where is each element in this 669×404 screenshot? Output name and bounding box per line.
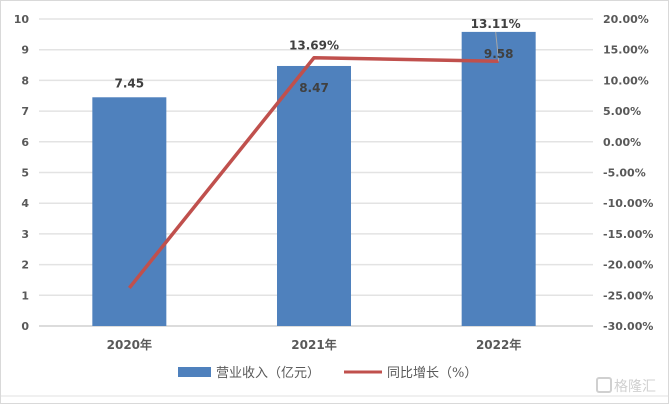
- legend-line-label: 同比增长（%）: [387, 366, 477, 381]
- left-tick-label: 9: [21, 44, 29, 57]
- watermark: 格隆汇: [596, 377, 656, 395]
- category-label: 2022年: [476, 337, 521, 352]
- right-tick-label: 5.00%: [603, 105, 641, 118]
- left-tick-label: 7: [21, 105, 29, 118]
- bar-2022年: [461, 31, 536, 326]
- right-tick-label: 0.00%: [603, 136, 641, 149]
- right-axis: -30.00% -25.00% -20.00% -15.00% -10.00% -5.00…: [603, 13, 653, 333]
- right-tick-label: -5.00%: [603, 167, 646, 180]
- bar-series-revenue: [92, 31, 536, 326]
- label-leader-line: [495, 31, 500, 62]
- growth-line: [127, 55, 499, 290]
- watermark-text: 格隆汇: [614, 379, 656, 395]
- bar-value-label: 9.58: [484, 47, 514, 61]
- right-tick-label: -10.00%: [603, 197, 653, 210]
- growth-value-label: 13.69%: [289, 39, 339, 53]
- legend-bar-label: 营业收入（亿元）: [216, 366, 320, 381]
- legend-bar-swatch: [178, 367, 211, 377]
- growth-value-label: 13.11%: [471, 17, 521, 31]
- left-tick-label: 3: [21, 228, 29, 241]
- legend: 营业收入（亿元） 同比增长（%）: [178, 366, 477, 381]
- right-tick-label: -15.00%: [603, 228, 653, 241]
- left-tick-label: 0: [21, 320, 29, 333]
- left-tick-label: 10: [14, 13, 30, 26]
- left-tick-label: 2: [21, 259, 29, 272]
- line-series-growth: [127, 31, 500, 290]
- left-axis: 0 1 2 3 4 5 6 7 8 9 10: [14, 13, 30, 333]
- left-tick-label: 4: [21, 197, 29, 210]
- left-tick-label: 5: [21, 167, 29, 180]
- right-tick-label: -30.00%: [603, 320, 653, 333]
- right-tick-label: 20.00%: [603, 13, 649, 26]
- bar-value-label: 8.47: [299, 81, 329, 95]
- bar-2020年: [92, 97, 167, 326]
- left-tick-label: 1: [21, 289, 29, 302]
- right-tick-label: 15.00%: [603, 44, 649, 57]
- right-tick-label: -25.00%: [603, 289, 653, 302]
- watermark-logo-icon: [596, 377, 612, 393]
- bar-2021年: [277, 65, 351, 326]
- left-tick-label: 6: [21, 136, 29, 149]
- category-label: 2020年: [107, 337, 152, 352]
- category-label: 2021年: [291, 337, 336, 352]
- category-axis: 2020年 2021年 2022年: [107, 337, 522, 352]
- right-tick-label: 10.00%: [603, 74, 649, 87]
- left-tick-label: 8: [21, 74, 29, 87]
- bar-value-label: 7.45: [115, 76, 145, 90]
- right-tick-label: -20.00%: [603, 259, 653, 272]
- data-labels: 7.45 8.47 9.58 13.69% 13.11%: [115, 17, 521, 95]
